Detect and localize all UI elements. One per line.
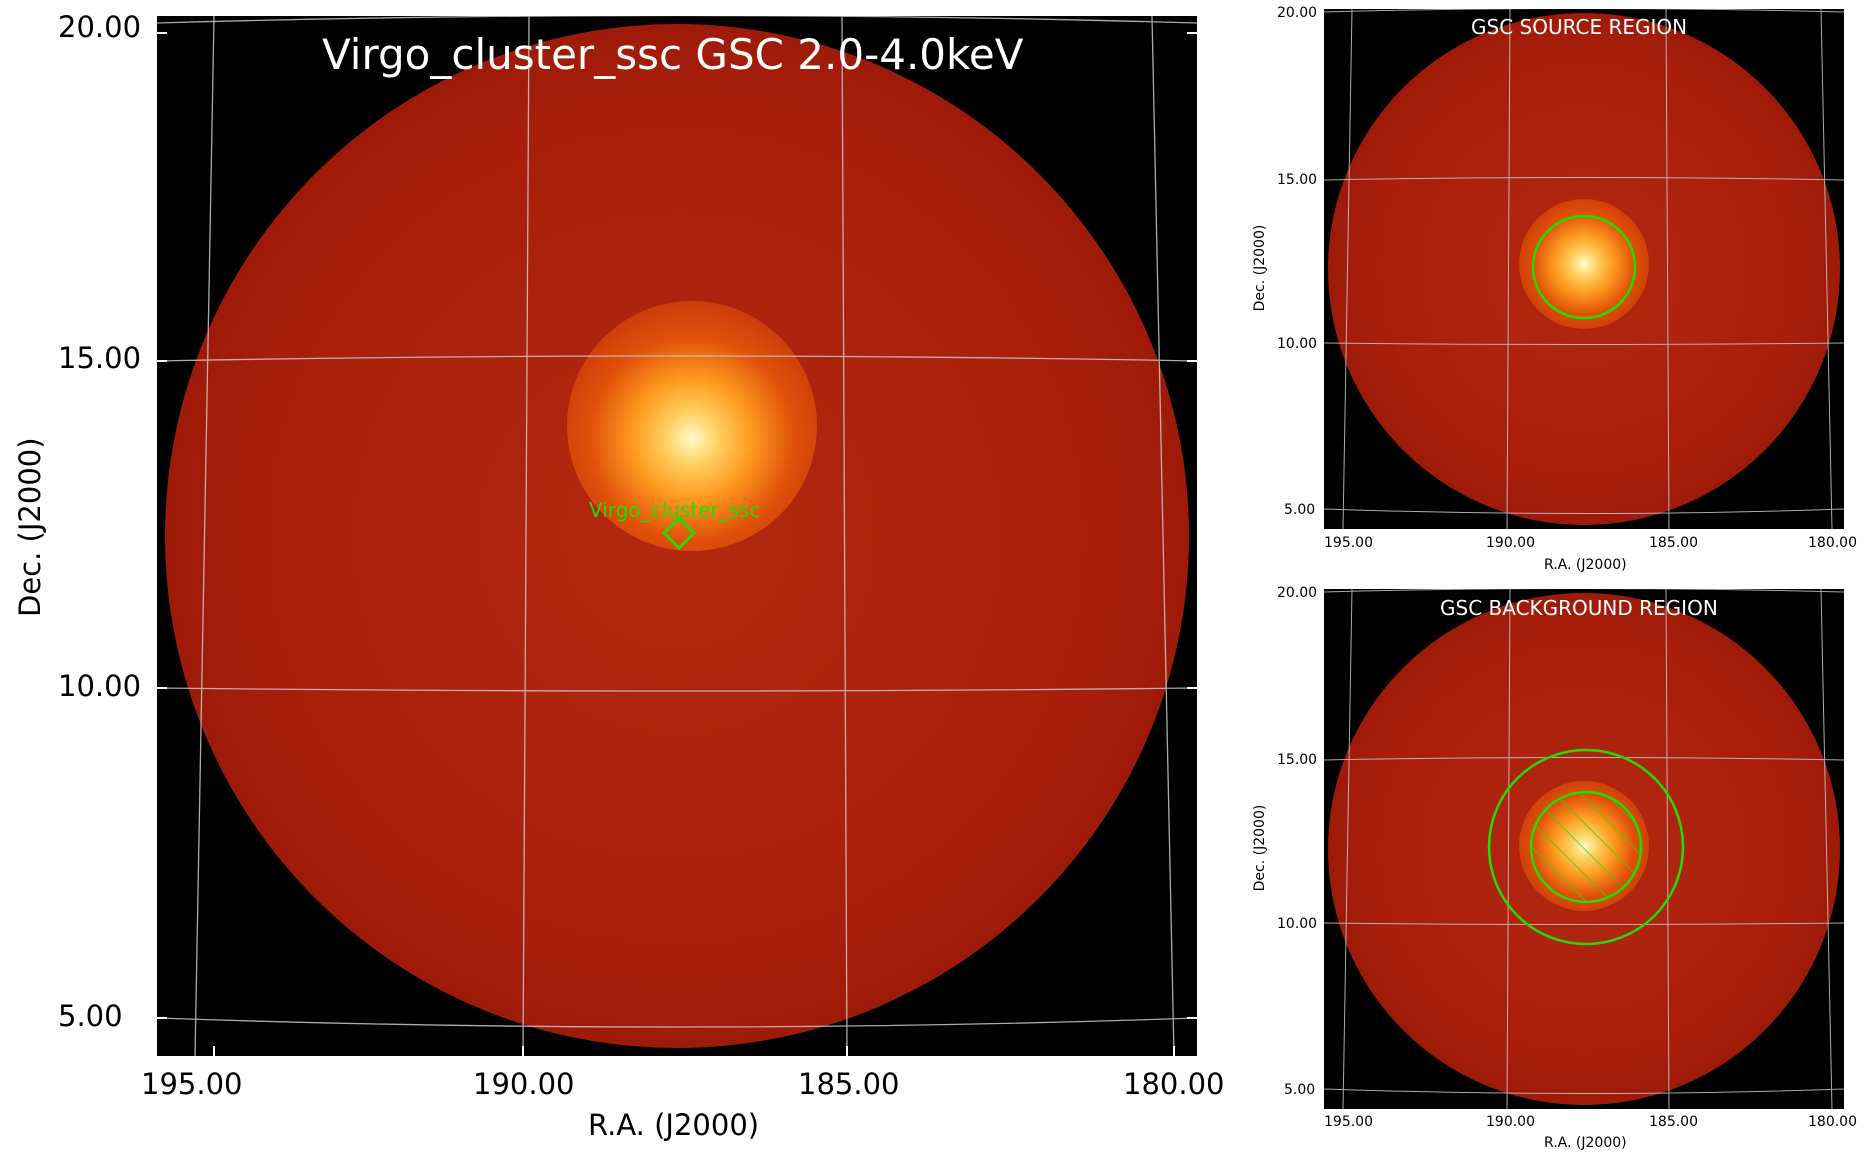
coordinate-grid bbox=[1324, 9, 1844, 529]
main-dec-tick: 15.00 bbox=[58, 341, 142, 375]
background-y-axis-label: Dec. (J2000) bbox=[1252, 804, 1268, 892]
main-sky-image: Virgo_cluster_ssc GSC 2.0-4.0keV Virgo_c… bbox=[157, 16, 1197, 1056]
background-region-image: GSC BACKGROUND REGION bbox=[1324, 589, 1844, 1109]
background-annulus-outer bbox=[1487, 748, 1685, 946]
source-dec-tick: 15.00 bbox=[1277, 172, 1318, 188]
main-ra-tick: 195.00 bbox=[141, 1067, 243, 1101]
source-ra-tick: 180.00 bbox=[1808, 535, 1857, 551]
background-ra-tick: 190.00 bbox=[1486, 1114, 1535, 1130]
background-ra-tick: 185.00 bbox=[1649, 1114, 1698, 1130]
background-ra-tick: 180.00 bbox=[1808, 1114, 1857, 1130]
excluded-source-circle bbox=[1529, 790, 1643, 904]
source-ra-tick: 190.00 bbox=[1486, 535, 1535, 551]
background-dec-tick: 10.00 bbox=[1277, 916, 1318, 932]
main-title: Virgo_cluster_ssc GSC 2.0-4.0keV bbox=[322, 30, 1024, 79]
source-region-circle bbox=[1531, 214, 1637, 320]
source-panel-title: GSC SOURCE REGION bbox=[1471, 15, 1688, 39]
source-ra-tick: 195.00 bbox=[1324, 535, 1373, 551]
coordinate-grid bbox=[1324, 589, 1844, 1109]
coordinate-grid bbox=[157, 16, 1197, 1056]
main-ra-tick: 190.00 bbox=[473, 1067, 575, 1101]
background-x-axis-label: R.A. (J2000) bbox=[1544, 1135, 1627, 1151]
source-ra-tick: 185.00 bbox=[1649, 535, 1698, 551]
source-marker-icon bbox=[662, 516, 696, 550]
main-dec-tick: 10.00 bbox=[58, 669, 142, 703]
source-label: Virgo_cluster_ssc bbox=[589, 498, 761, 522]
cluster-emission bbox=[1519, 199, 1649, 329]
source-y-axis-label: Dec. (J2000) bbox=[1252, 224, 1268, 312]
source-dec-tick: 5.00 bbox=[1284, 502, 1316, 518]
background-dec-tick: 5.00 bbox=[1284, 1082, 1316, 1098]
source-region-image: GSC SOURCE REGION bbox=[1324, 9, 1844, 529]
cluster-emission bbox=[567, 301, 817, 551]
background-dec-tick: 15.00 bbox=[1277, 752, 1318, 768]
main-dec-tick: 20.00 bbox=[58, 10, 142, 44]
main-y-axis-label: Dec. (J2000) bbox=[13, 437, 47, 617]
main-ra-tick: 185.00 bbox=[798, 1067, 900, 1101]
background-panel-title: GSC BACKGROUND REGION bbox=[1440, 596, 1718, 620]
source-x-axis-label: R.A. (J2000) bbox=[1544, 557, 1627, 573]
main-x-axis-label: R.A. (J2000) bbox=[588, 1108, 760, 1142]
main-dec-tick: 5.00 bbox=[58, 999, 123, 1033]
source-dec-tick: 20.00 bbox=[1277, 5, 1318, 21]
main-ra-tick: 180.00 bbox=[1123, 1067, 1225, 1101]
background-ra-tick: 195.00 bbox=[1324, 1114, 1373, 1130]
background-dec-tick: 20.00 bbox=[1277, 585, 1318, 601]
source-dec-tick: 10.00 bbox=[1277, 336, 1318, 352]
